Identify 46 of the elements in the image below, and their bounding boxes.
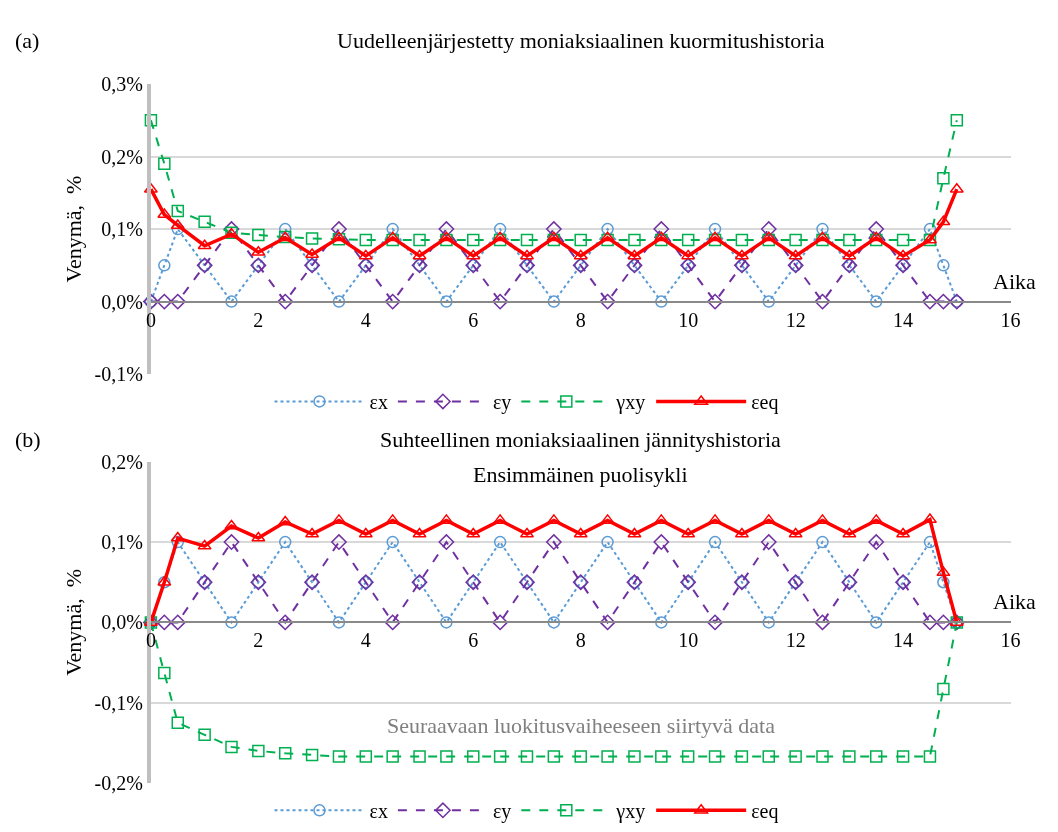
y-tick-label: 0,1% bbox=[101, 218, 143, 241]
y-tick-label: 0,1% bbox=[101, 531, 143, 554]
x-tick-label: 10 bbox=[678, 629, 699, 652]
x-tick-label: 16 bbox=[1000, 308, 1021, 331]
x-tick-label: 14 bbox=[893, 308, 914, 331]
x-tick-label: 10 bbox=[678, 308, 699, 331]
x-tick-label: 12 bbox=[785, 629, 806, 652]
x-tick-label: 12 bbox=[785, 308, 806, 331]
x-tick-label: 8 bbox=[575, 308, 586, 331]
x-axis-title: Aika bbox=[993, 589, 1036, 614]
annotation: Ensimmäinen puolisykli bbox=[473, 462, 688, 487]
text: (b) bbox=[15, 427, 41, 452]
x-tick-label: 4 bbox=[360, 308, 371, 331]
legend-label: εeq bbox=[751, 800, 779, 824]
x-tick-label: 2 bbox=[253, 308, 264, 331]
y-tick-label: 0,2% bbox=[101, 450, 143, 473]
legend-label: εeq bbox=[751, 391, 779, 415]
x-axis-title: Aika bbox=[993, 269, 1036, 294]
legend-label: γxy bbox=[615, 391, 646, 415]
x-tick-label: 14 bbox=[893, 629, 914, 652]
y-tick-label: 0,0% bbox=[101, 611, 143, 634]
x-tick-label: 0 bbox=[145, 308, 156, 331]
text: (a) bbox=[15, 28, 40, 53]
x-tick-label: 2 bbox=[253, 629, 264, 652]
x-tick-label: 4 bbox=[360, 629, 371, 652]
legend-label: εy bbox=[492, 391, 512, 415]
x-tick-label: 6 bbox=[468, 308, 479, 331]
legend-label: εy bbox=[492, 800, 512, 824]
x-tick-label: 6 bbox=[468, 629, 479, 652]
y-tick-label: -0,2% bbox=[94, 772, 143, 795]
chart-title: Uudelleenjärjestetty moniaksiaalinen kuormitushistoria bbox=[337, 28, 825, 53]
chart-title: Suhteellinen moniaksiaalinen jännityshistoria bbox=[380, 427, 782, 452]
y-axis-title: Venymä, % bbox=[60, 175, 86, 283]
legend-label: εx bbox=[369, 391, 388, 414]
legend-label: γxy bbox=[615, 800, 646, 824]
y-tick-label: 0,0% bbox=[101, 290, 143, 313]
y-tick-label: -0,1% bbox=[94, 363, 143, 386]
x-tick-label: 16 bbox=[1000, 629, 1021, 652]
y-tick-label: 0,3% bbox=[101, 73, 143, 96]
y-tick-label: -0,1% bbox=[94, 691, 143, 714]
legend-label: εx bbox=[369, 800, 388, 823]
annotation: Seuraavaan luokitusvaiheeseen siirtyvä data bbox=[387, 713, 776, 738]
y-tick-label: 0,2% bbox=[101, 145, 143, 168]
x-tick-label: 0 bbox=[145, 629, 156, 652]
x-tick-label: 8 bbox=[575, 629, 586, 652]
y-axis-title: Venymä, % bbox=[60, 568, 86, 676]
